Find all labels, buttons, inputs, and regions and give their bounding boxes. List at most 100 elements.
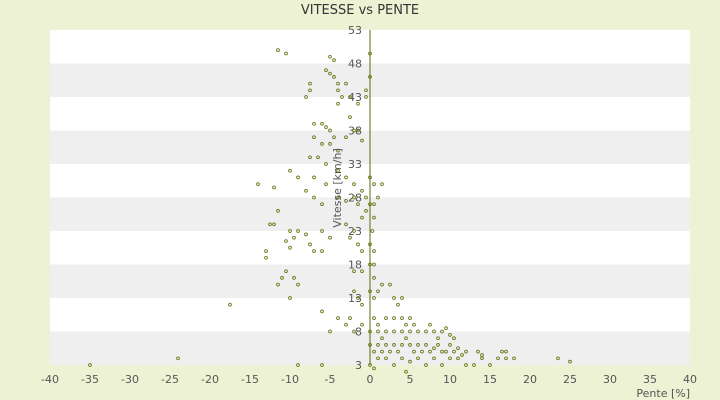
data-point xyxy=(372,249,376,253)
data-point xyxy=(360,188,364,193)
data-point xyxy=(356,128,360,133)
data-point xyxy=(320,229,324,233)
data-point xyxy=(392,316,396,320)
x-tick-label: 35 xyxy=(643,373,657,386)
data-point xyxy=(420,349,424,354)
data-point xyxy=(376,289,380,294)
data-point xyxy=(328,54,332,59)
data-point xyxy=(332,58,336,62)
data-point xyxy=(312,195,316,200)
data-point xyxy=(284,239,288,243)
x-tick-label: -40 xyxy=(41,373,59,386)
data-point xyxy=(388,349,392,354)
data-point xyxy=(372,349,376,354)
data-point xyxy=(512,356,516,361)
data-point xyxy=(380,182,384,186)
data-point xyxy=(88,363,92,367)
data-point xyxy=(352,289,356,294)
data-point xyxy=(344,81,348,86)
data-point xyxy=(496,356,500,361)
data-point xyxy=(324,182,328,186)
data-point xyxy=(360,249,364,253)
data-point xyxy=(304,232,308,237)
data-point xyxy=(376,195,380,200)
data-point xyxy=(292,276,296,280)
data-point xyxy=(372,276,376,280)
data-point xyxy=(364,195,368,200)
data-point xyxy=(412,349,416,354)
data-point xyxy=(308,81,312,86)
data-point xyxy=(368,51,372,56)
data-point xyxy=(480,353,484,357)
x-tick-label: -30 xyxy=(121,373,139,386)
data-point xyxy=(360,215,364,220)
data-point xyxy=(352,269,356,274)
y-tick-label: 53 xyxy=(348,24,362,37)
data-point xyxy=(284,269,288,274)
data-point xyxy=(408,316,412,320)
data-point xyxy=(344,322,348,327)
data-point xyxy=(472,363,476,367)
data-point xyxy=(276,209,280,213)
data-point xyxy=(364,209,368,213)
data-point xyxy=(428,349,432,354)
data-point xyxy=(396,349,400,354)
data-point xyxy=(360,269,364,274)
y-tick-label: 13 xyxy=(348,292,362,305)
data-point xyxy=(568,359,572,364)
data-point xyxy=(380,349,384,354)
data-point xyxy=(356,242,360,247)
data-point xyxy=(416,329,420,334)
data-point xyxy=(340,95,344,99)
data-point xyxy=(384,356,388,361)
data-point xyxy=(336,101,340,106)
data-point xyxy=(372,215,376,220)
data-point xyxy=(464,363,468,367)
data-point xyxy=(348,316,352,320)
x-tick-labels: -40 -35 -30 -25 -20 -15 -10 -5 0 5 10 15 20 25 30 35 40 xyxy=(41,373,697,386)
x-tick-label: -5 xyxy=(325,373,336,386)
x-tick-label: 20 xyxy=(523,373,537,386)
data-point xyxy=(452,336,456,341)
data-point xyxy=(368,262,372,267)
data-point xyxy=(320,121,324,126)
data-point xyxy=(348,235,352,240)
data-point xyxy=(348,95,352,99)
data-point xyxy=(328,235,332,240)
data-point xyxy=(392,363,396,367)
data-point xyxy=(392,343,396,347)
data-point xyxy=(476,349,480,354)
data-point xyxy=(356,202,360,207)
data-point xyxy=(368,242,372,247)
data-point xyxy=(432,356,436,361)
data-point xyxy=(368,289,372,294)
data-point xyxy=(372,296,376,300)
data-point xyxy=(288,229,292,233)
data-point xyxy=(392,329,396,334)
y-tick-label: 8 xyxy=(355,326,362,339)
data-point xyxy=(316,155,320,160)
y-tick-label: 18 xyxy=(348,259,362,272)
data-point xyxy=(448,333,452,337)
data-point xyxy=(424,363,428,367)
data-point xyxy=(324,162,328,166)
x-tick-label: 40 xyxy=(683,373,697,386)
data-point xyxy=(416,343,420,347)
data-points xyxy=(88,48,572,374)
x-tick-label: -10 xyxy=(281,373,299,386)
data-point xyxy=(440,349,444,354)
data-point xyxy=(328,71,332,76)
data-point xyxy=(352,329,356,334)
data-point xyxy=(368,175,372,180)
data-point xyxy=(268,222,272,227)
data-point xyxy=(292,235,296,240)
data-point xyxy=(370,229,375,233)
data-point xyxy=(272,185,276,190)
x-tick-label: 25 xyxy=(563,373,577,386)
data-point xyxy=(296,363,300,367)
data-point xyxy=(504,349,508,354)
data-point xyxy=(320,249,324,253)
data-point xyxy=(332,135,336,140)
x-tick-label: 15 xyxy=(483,373,497,386)
